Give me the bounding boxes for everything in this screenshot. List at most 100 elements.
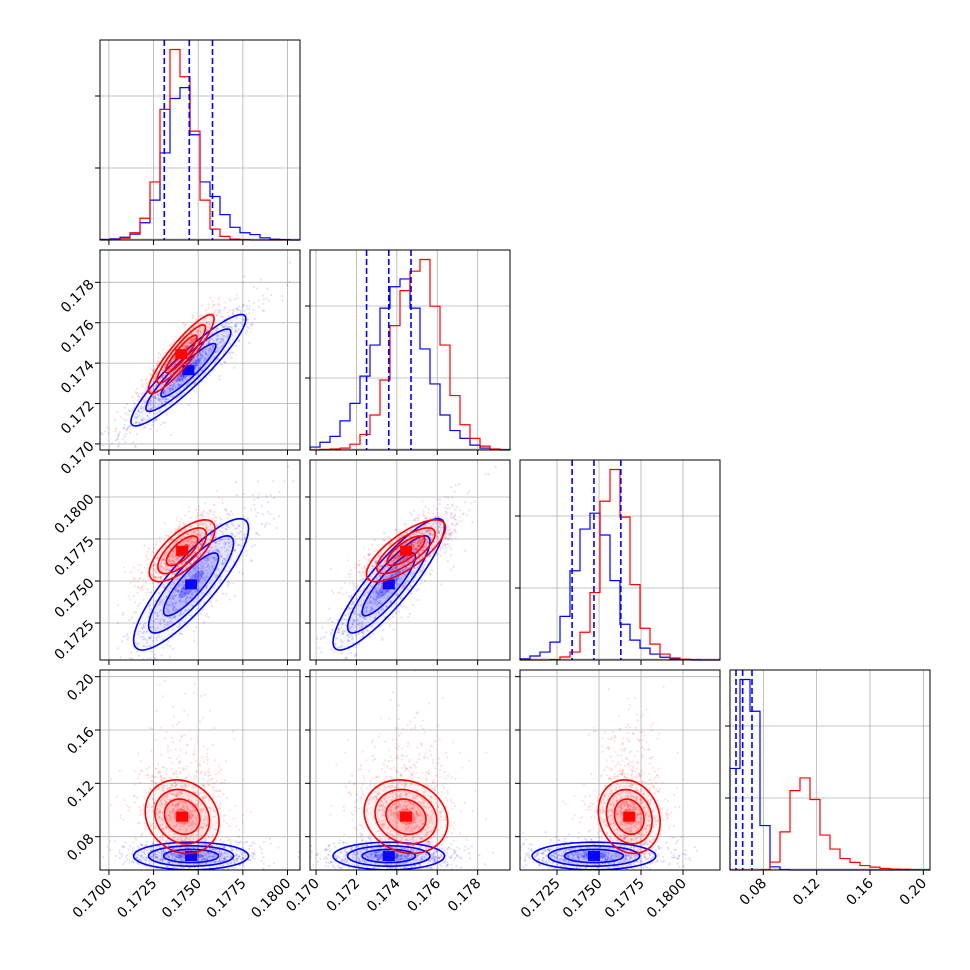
scatter-point [439,548,442,551]
scatter-point [183,346,186,349]
scatter-point [189,341,192,344]
scatter-point [185,342,188,345]
scatter-point [398,528,401,531]
scatter-point [117,435,120,438]
scatter-point [181,377,185,380]
scatter-point [186,341,189,344]
scatter-point [230,351,233,354]
scatter-point [176,392,179,395]
scatter-point [146,550,149,554]
scatter-point [450,485,453,489]
scatter-point [217,298,220,302]
scatter-point [149,427,152,431]
scatter-point [125,402,129,406]
scatter-point [217,542,220,545]
scatter-point [188,345,191,348]
scatter-point [213,303,216,307]
scatter-point [220,344,224,348]
scatter-point [228,342,231,345]
scatter-point [242,304,245,307]
scatter-point [228,298,231,301]
scatter-point [208,338,211,342]
scatter-point [248,521,251,525]
scatter-point [196,317,200,320]
scatter-point [198,329,201,332]
scatter-point [383,531,386,534]
scatter-point [175,529,178,532]
scatter-point [226,336,229,339]
scatter-point [173,356,176,359]
scatter-point [346,673,348,675]
scatter-point [158,398,161,401]
scatter-point [203,356,206,359]
scatter-point [163,390,167,393]
scatter-point [171,359,174,363]
scatter-point [132,594,135,598]
scatter-point [149,657,152,660]
scatter-point [200,313,203,317]
scatter-point [201,350,205,353]
scatter-point [193,337,196,340]
scatter-panel-1 [95,249,301,459]
scatter-point [191,332,194,335]
scatter-point [194,362,197,365]
scatter-point [251,493,254,497]
scatter-point [224,306,227,309]
scatter-point [138,577,142,580]
scatter-point [144,387,147,391]
scatter-point [230,356,233,359]
scatter-point [195,360,198,363]
scatter-point [381,636,384,639]
scatter-point [238,305,241,308]
scatter-point [135,433,139,436]
scatter-point [114,427,118,430]
scatter-point [283,480,286,483]
scatter-point [178,378,181,381]
scatter-point [137,580,140,583]
scatter-point [199,333,202,336]
scatter-point [153,396,157,399]
scatter-point [207,349,210,352]
scatter-point [239,309,243,312]
scatter-point [214,310,217,313]
scatter-point [196,358,199,361]
scatter-point [340,666,342,668]
scatter-point [135,391,138,395]
scatter-point [445,517,448,520]
scatter-point [323,635,326,639]
scatter-point [117,457,119,459]
scatter-point [221,339,225,342]
scatter-point [114,439,118,442]
scatter-point [142,395,145,398]
scatter-point [151,402,154,405]
scatter-point [177,384,180,387]
scatter-point [234,329,237,332]
scatter-point [447,525,451,529]
scatter-point [161,397,164,400]
scatter-point [175,397,178,400]
scatter-point [448,545,451,548]
scatter-point [221,502,225,505]
scatter-point [137,604,140,607]
scatter-point [438,502,441,506]
scatter-point [127,595,130,598]
scatter-point [157,399,160,402]
scatter-point [201,354,204,357]
scatter-point [142,426,145,430]
scatter-point [156,587,160,591]
scatter-point [116,622,119,625]
scatter-point [353,566,357,569]
scatter-point [163,365,166,368]
scatter-point [172,383,175,386]
scatter-point [217,309,220,312]
scatter-point [220,324,223,327]
contour-line-blue [160,342,217,398]
scatter-point [155,371,159,374]
scatter-point [231,523,234,526]
scatter-point [152,385,155,389]
scatter-point [181,378,184,381]
scatter-point [160,654,163,657]
scatter-point [216,337,219,340]
scatter-point [173,358,176,361]
scatter-point [164,400,167,404]
